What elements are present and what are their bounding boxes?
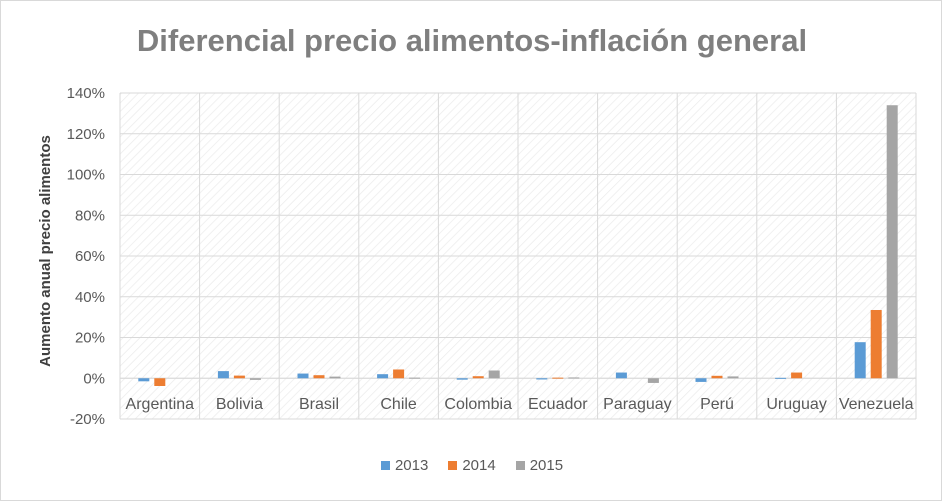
x-tick-label: Perú: [700, 396, 734, 413]
x-tick-label: Chile: [380, 396, 417, 413]
y-tick-label: 60%: [75, 248, 105, 265]
chart-legend: 2013 2014 2015: [1, 457, 942, 474]
y-tick-label: 40%: [75, 289, 105, 306]
y-tick-label: 20%: [75, 330, 105, 347]
bar-2015-Bolivia: [249, 378, 261, 380]
y-tick-label: 100%: [67, 167, 105, 184]
x-tick-label: Argentina: [126, 396, 195, 413]
bar-2013-Brasil: [297, 373, 309, 379]
x-tick-label: Ecuador: [528, 396, 588, 413]
bar-2014-Brasil: [313, 375, 325, 379]
y-tick-label: 140%: [67, 85, 105, 102]
bar-2013-Perú: [695, 378, 707, 382]
x-tick-label: Colombia: [444, 396, 512, 413]
legend-item: 2015: [515, 457, 564, 474]
legend-label: 2015: [529, 457, 564, 474]
bar-2014-Venezuela: [870, 309, 882, 379]
y-tick-label: -20%: [70, 411, 105, 428]
legend-label: 2014: [462, 457, 496, 474]
legend-swatch: [515, 461, 525, 470]
bar-2013-Venezuela: [854, 342, 866, 379]
x-tick-label: Paraguay: [603, 396, 672, 413]
bar-2014-Bolivia: [233, 375, 245, 379]
bar-2015-Perú: [727, 376, 739, 379]
bar-2013-Chile: [377, 374, 389, 379]
bar-2014-Perú: [711, 375, 723, 379]
bar-2015-Ecuador: [568, 377, 580, 379]
bar-2014-Uruguay: [791, 372, 803, 379]
bar-2014-Chile: [393, 369, 405, 379]
y-tick-label: 80%: [75, 207, 105, 224]
legend-label: 2013: [394, 457, 429, 474]
legend-item: 2013: [380, 457, 429, 474]
bar-2013-Uruguay: [775, 377, 787, 379]
y-tick-label: 0%: [83, 370, 105, 387]
x-tick-label: Venezuela: [839, 396, 914, 413]
legend-swatch: [448, 461, 458, 470]
bar-2013-Ecuador: [536, 378, 548, 380]
bar-2013-Bolivia: [217, 371, 229, 379]
bar-2015-Venezuela: [886, 105, 898, 379]
bar-2014-Ecuador: [552, 377, 564, 379]
y-tick-label: 120%: [67, 126, 105, 143]
bar-2014-Colombia: [472, 376, 484, 379]
y-axis-label: Aumento anual precio alimentos: [37, 135, 54, 367]
chart-title: Diferencial precio alimentos-inflación g…: [136, 23, 808, 58]
legend-swatch: [380, 461, 390, 470]
bar-2015-Paraguay: [647, 378, 659, 383]
x-tick-label: Bolivia: [216, 396, 263, 413]
bar-2013-Paraguay: [615, 372, 627, 379]
legend-item: 2014: [448, 457, 496, 474]
bar-2015-Colombia: [488, 370, 500, 379]
bar-2013-Colombia: [456, 378, 468, 380]
bar-2013-Argentina: [138, 378, 150, 382]
bar-2015-Brasil: [329, 376, 341, 379]
x-tick-label: Uruguay: [766, 396, 826, 413]
bar-2015-Chile: [409, 377, 421, 379]
x-tick-label: Brasil: [299, 396, 339, 413]
bar-2014-Argentina: [154, 378, 166, 386]
